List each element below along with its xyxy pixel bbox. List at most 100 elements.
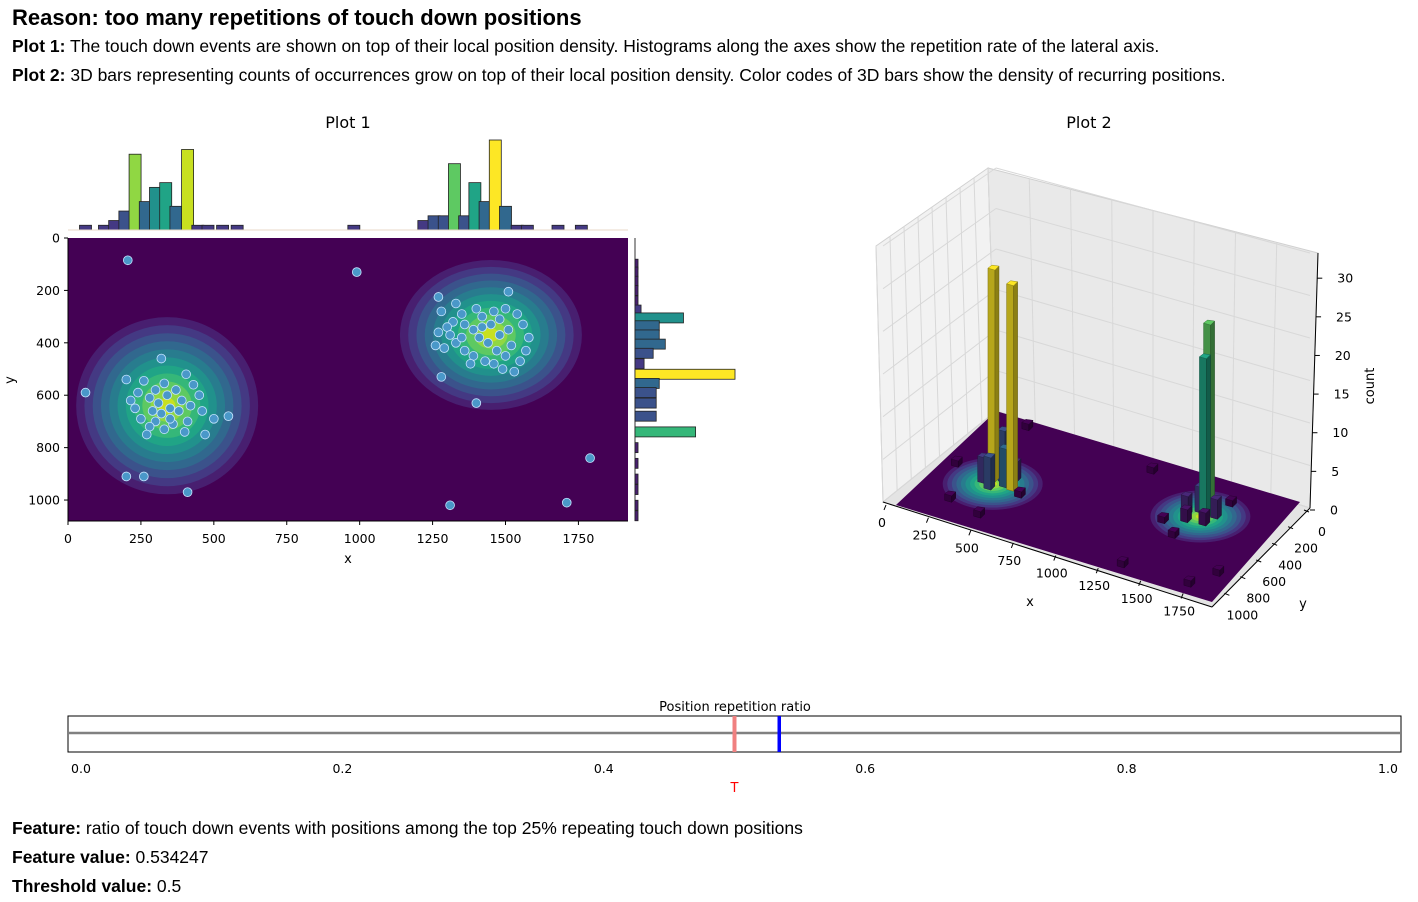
report-header: Reason: too many repetitions of touch do… (12, 4, 1412, 90)
bar3d-top-face (1198, 507, 1211, 514)
scatter-point (122, 255, 133, 266)
plot1-x-tick-label: 250 (129, 531, 153, 546)
x-histogram-bar (551, 224, 565, 231)
scatter-point (451, 298, 461, 309)
threshold-value-text: 0.5 (152, 876, 182, 896)
bar3d-side-face (994, 265, 1000, 483)
plot2-y-tick-mark (1303, 509, 1310, 513)
bar3d-front-face (983, 455, 992, 491)
bar3d-top-face (983, 452, 996, 459)
plot1-x-axis: 0 250 500 750 1000 1250 1500 1750 (64, 238, 628, 546)
scatter-point (147, 406, 158, 416)
y-histogram-bar (634, 320, 660, 332)
scatter-point (456, 309, 467, 319)
plot2-y-tick-label: 1000 (1226, 607, 1258, 622)
plot2-y-tick-label: 0 (1318, 524, 1326, 539)
feature-label: Feature: (12, 818, 82, 838)
scatter-point (139, 471, 149, 482)
plot2-x-tick-label: 1000 (1036, 566, 1068, 581)
x-histogram-bar (520, 224, 534, 231)
plot1-y-tick-label: 600 (36, 388, 60, 403)
plot1-desc-text: The touch down events are shown on top o… (65, 36, 1160, 56)
bar3d-top-face (1021, 419, 1034, 425)
plot1-x-tick-label: 750 (275, 531, 299, 546)
plot2-y-tick-label: 400 (1278, 557, 1302, 572)
bar3d-top-face (1198, 353, 1211, 360)
scatter-point (512, 309, 522, 319)
plot2-gridline (973, 177, 983, 423)
plot2-y-tick-label: 600 (1262, 574, 1286, 589)
plot1-x-histogram (79, 139, 588, 231)
y-histogram-bar (634, 442, 639, 454)
scatter-point (80, 387, 91, 398)
bar3d-side-face (1206, 354, 1211, 520)
scatter-point (585, 453, 595, 463)
feature-summary: Feature: ratio of touch down events with… (12, 814, 1412, 901)
scatter-point (515, 356, 525, 366)
plot2-y-label: y (1299, 597, 1307, 612)
y-histogram-bar (634, 484, 639, 495)
plot2-x-tick-label: 1250 (1078, 578, 1110, 593)
bar3d-top-face (1224, 495, 1238, 501)
y-histogram-bar (634, 338, 666, 350)
bar3d-top-face (987, 264, 1000, 271)
plot2-title: Plot 2 (1066, 113, 1111, 132)
plot2-gridline (995, 370, 1311, 466)
plot1: Plot 1 0 250 500 750 1000 1250 1500 1750 0 200 40… (3, 113, 736, 567)
plot1-y-tick-label: 0 (52, 231, 60, 246)
bar3d-top-face (1167, 526, 1180, 533)
y-histogram-bar (634, 457, 639, 469)
y-histogram-bar (634, 295, 639, 307)
x-histogram-bar (574, 224, 588, 231)
scatter-point (433, 327, 444, 338)
scatter-point (489, 358, 499, 369)
scatter-point (174, 406, 184, 416)
feature-line: Feature: ratio of touch down events with… (12, 814, 1412, 843)
threshold-value-line: Threshold value: 0.5 (12, 872, 1412, 901)
plot2-gridline (995, 289, 1311, 381)
plot2-y-tick-mark (1224, 592, 1230, 596)
y-histogram-bar (634, 426, 697, 438)
y-histogram-bar (634, 275, 639, 287)
y-histogram-bar (634, 358, 645, 370)
bar3d-front-face (987, 267, 996, 483)
plot2-x-tick-mark (968, 530, 972, 536)
plot2-desc-text: 3D bars representing counts of occurrenc… (65, 65, 1226, 85)
y-histogram-bar (634, 329, 660, 341)
plot1-x-tick-label: 1000 (344, 531, 376, 546)
bar3d-front-face (1199, 356, 1207, 520)
plot1-x-tick-label: 0 (64, 531, 72, 546)
x-histogram-bar (347, 224, 361, 231)
scatter-point (153, 398, 164, 408)
bar3d-side-face (1013, 281, 1018, 492)
scatter-point (141, 429, 152, 440)
scatter-point (156, 408, 167, 419)
plot1-desc-label: Plot 1: (12, 36, 66, 56)
plot1-y-label: y (3, 376, 18, 384)
plot2-gridline (959, 187, 969, 434)
scatter-point (500, 303, 511, 314)
scatter-point (503, 286, 514, 297)
plot2-x-tick-mark (1095, 567, 1099, 574)
bar3d-top-face (1116, 556, 1129, 562)
scatter-point (509, 366, 520, 377)
bar3d-top-face (1212, 564, 1225, 571)
plot2-z-tick-label: 20 (1335, 348, 1351, 363)
scatter-point (188, 379, 199, 390)
scatter-point (445, 330, 455, 340)
plot1-y-tick-label: 1000 (28, 493, 60, 508)
scatter-point (436, 372, 447, 382)
scatter-point (503, 324, 514, 335)
bar3d-side-face (990, 453, 996, 491)
plot2-x-tick-mark (1010, 542, 1014, 549)
scatter-point (439, 343, 450, 353)
y-histogram-bar (634, 397, 657, 409)
plot2-x-tick-mark (1053, 555, 1057, 561)
scatter-point (171, 385, 181, 395)
bar3d-top-face (1203, 319, 1216, 326)
y-histogram-bar (634, 387, 657, 399)
plot2-gridline (882, 289, 997, 375)
plot2-gridline (917, 216, 926, 468)
plot2-x-axis: 0 250 500 750 1000 1250 1500 1750 (878, 501, 1213, 618)
plot2-gridline (945, 197, 955, 446)
